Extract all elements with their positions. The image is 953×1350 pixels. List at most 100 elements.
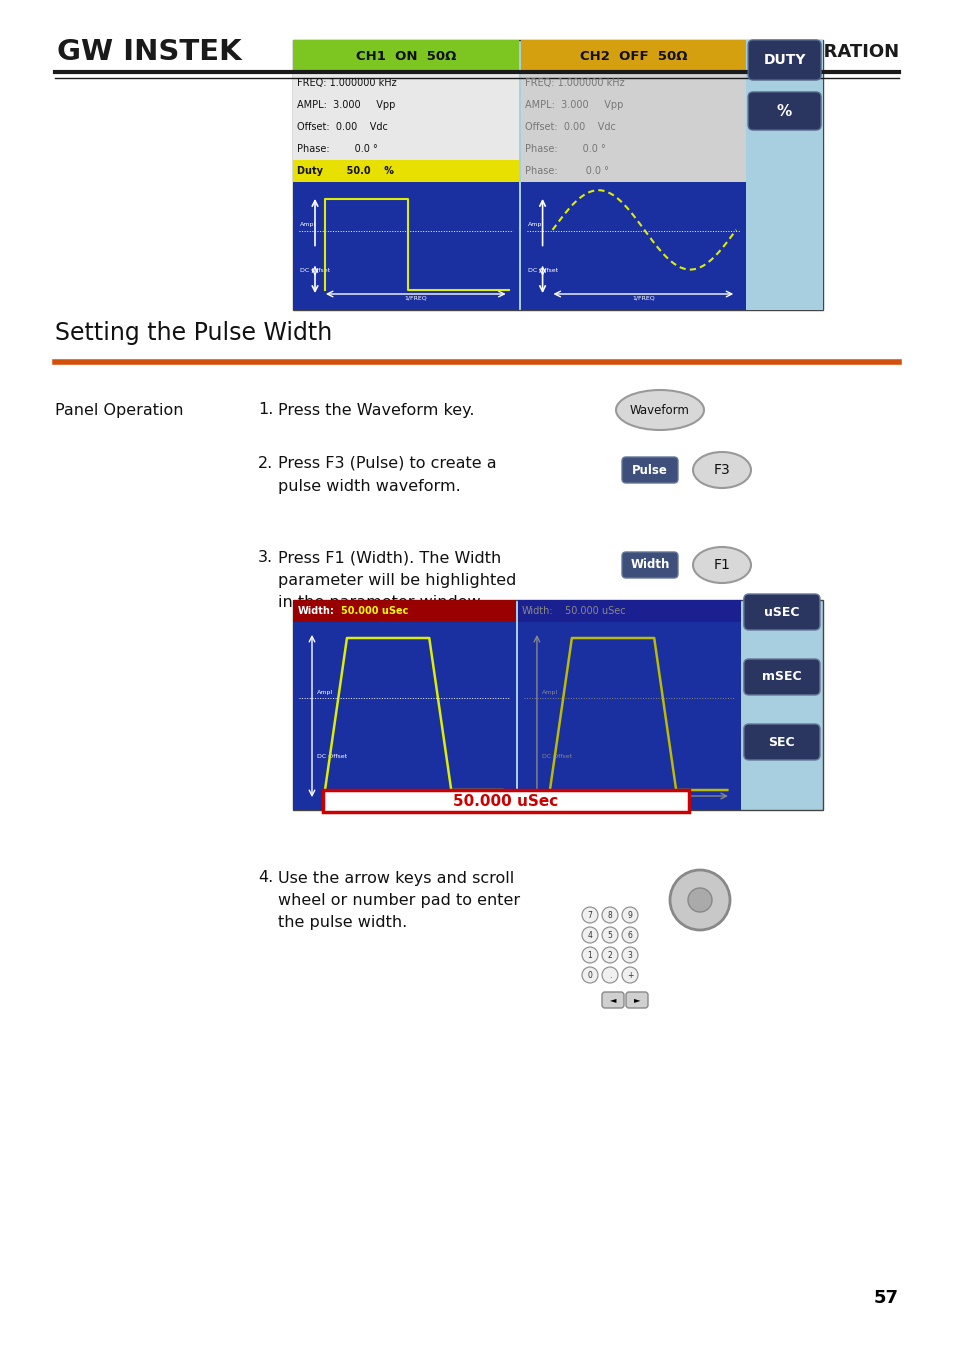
- Text: FREQ: 1.000000 kHz: FREQ: 1.000000 kHz: [524, 78, 623, 88]
- Text: 9: 9: [627, 910, 632, 919]
- Text: ◄: ◄: [609, 995, 616, 1004]
- FancyBboxPatch shape: [601, 992, 623, 1008]
- Circle shape: [687, 888, 711, 913]
- Text: OPERATION: OPERATION: [782, 43, 898, 61]
- FancyBboxPatch shape: [743, 724, 820, 760]
- Text: FREQ: 1.000000 kHz: FREQ: 1.000000 kHz: [296, 78, 396, 88]
- Text: DC Offset: DC Offset: [299, 269, 330, 273]
- Text: 4.: 4.: [257, 871, 273, 886]
- FancyBboxPatch shape: [520, 72, 745, 94]
- Circle shape: [601, 927, 618, 944]
- Text: .: .: [608, 971, 611, 980]
- Text: uSEC: uSEC: [763, 606, 799, 618]
- Circle shape: [621, 927, 638, 944]
- FancyBboxPatch shape: [293, 95, 518, 116]
- Text: 1/FREQ: 1/FREQ: [627, 798, 650, 803]
- Text: DUTY: DUTY: [762, 53, 805, 68]
- FancyBboxPatch shape: [520, 138, 745, 161]
- Text: Duty       50.0    %: Duty 50.0 %: [296, 166, 394, 176]
- Text: 57: 57: [873, 1289, 898, 1307]
- Circle shape: [621, 967, 638, 983]
- FancyBboxPatch shape: [745, 40, 822, 310]
- Text: 1.: 1.: [257, 402, 274, 417]
- Text: DC Offset: DC Offset: [541, 755, 572, 759]
- FancyBboxPatch shape: [517, 599, 740, 622]
- Text: Use the arrow keys and scroll: Use the arrow keys and scroll: [277, 871, 514, 886]
- Text: 6: 6: [627, 930, 632, 940]
- Text: AMPL:  3.000     Vpp: AMPL: 3.000 Vpp: [524, 100, 622, 109]
- FancyBboxPatch shape: [293, 599, 516, 622]
- FancyBboxPatch shape: [743, 659, 820, 695]
- Text: CH2  OFF  50Ω: CH2 OFF 50Ω: [579, 50, 686, 62]
- Text: Press F1 (Width). The Width: Press F1 (Width). The Width: [277, 551, 500, 566]
- FancyBboxPatch shape: [520, 95, 745, 116]
- Text: 7: 7: [587, 910, 592, 919]
- Text: 1/FREQ: 1/FREQ: [403, 798, 425, 803]
- Text: 3: 3: [627, 950, 632, 960]
- Circle shape: [621, 907, 638, 923]
- Text: 4: 4: [587, 930, 592, 940]
- Circle shape: [581, 946, 598, 963]
- Text: 1: 1: [587, 950, 592, 960]
- FancyBboxPatch shape: [293, 622, 516, 810]
- FancyBboxPatch shape: [747, 92, 821, 130]
- FancyBboxPatch shape: [293, 161, 518, 182]
- Circle shape: [601, 967, 618, 983]
- Text: SEC: SEC: [768, 736, 795, 748]
- Text: 3.: 3.: [257, 551, 273, 566]
- FancyBboxPatch shape: [520, 116, 745, 138]
- Text: CH1  ON  50Ω: CH1 ON 50Ω: [355, 50, 456, 62]
- Ellipse shape: [616, 390, 703, 431]
- Text: 50.000 uSec: 50.000 uSec: [564, 606, 625, 616]
- Text: Ampl: Ampl: [316, 690, 333, 695]
- FancyBboxPatch shape: [621, 458, 678, 483]
- Text: Width:: Width:: [297, 606, 335, 616]
- Text: Ampl: Ampl: [527, 223, 543, 227]
- Text: AMPL:  3.000     Vpp: AMPL: 3.000 Vpp: [296, 100, 395, 109]
- Text: Press the Waveform key.: Press the Waveform key.: [277, 402, 474, 417]
- FancyBboxPatch shape: [747, 40, 821, 80]
- Text: 1/FREQ: 1/FREQ: [404, 296, 427, 301]
- Text: DC Offset: DC Offset: [316, 755, 347, 759]
- Text: 1/FREQ: 1/FREQ: [631, 296, 654, 301]
- Text: 5: 5: [607, 930, 612, 940]
- FancyBboxPatch shape: [743, 594, 820, 630]
- FancyBboxPatch shape: [293, 72, 518, 94]
- Text: pulse width waveform.: pulse width waveform.: [277, 479, 460, 494]
- Circle shape: [601, 946, 618, 963]
- Text: 0: 0: [587, 971, 592, 980]
- FancyBboxPatch shape: [293, 116, 518, 138]
- Text: Waveform: Waveform: [629, 404, 689, 417]
- Text: wheel or number pad to enter: wheel or number pad to enter: [277, 892, 519, 907]
- Text: DC Offset: DC Offset: [527, 269, 558, 273]
- Circle shape: [581, 967, 598, 983]
- Text: 2.: 2.: [257, 455, 273, 471]
- Ellipse shape: [692, 452, 750, 487]
- Text: F3: F3: [713, 463, 730, 477]
- FancyBboxPatch shape: [293, 599, 822, 810]
- Text: Ampl: Ampl: [299, 223, 315, 227]
- FancyBboxPatch shape: [323, 790, 688, 811]
- Text: 50.000 uSec: 50.000 uSec: [340, 606, 408, 616]
- Text: 8: 8: [607, 910, 612, 919]
- FancyBboxPatch shape: [293, 40, 822, 310]
- FancyBboxPatch shape: [520, 182, 745, 310]
- Text: Panel Operation: Panel Operation: [55, 402, 183, 417]
- Text: F1: F1: [713, 558, 730, 572]
- Text: Ampl: Ampl: [541, 690, 558, 695]
- Text: Pulse: Pulse: [632, 463, 667, 477]
- FancyBboxPatch shape: [293, 138, 518, 161]
- FancyBboxPatch shape: [625, 992, 647, 1008]
- Text: Width:: Width:: [521, 606, 553, 616]
- FancyBboxPatch shape: [520, 40, 745, 72]
- Text: parameter will be highlighted: parameter will be highlighted: [277, 572, 516, 587]
- Text: Offset:  0.00    Vdc: Offset: 0.00 Vdc: [296, 122, 388, 132]
- FancyBboxPatch shape: [621, 552, 678, 578]
- Text: Setting the Pulse Width: Setting the Pulse Width: [55, 321, 332, 346]
- Text: 50.000 uSec: 50.000 uSec: [453, 794, 558, 809]
- Text: Phase:         0.0 °: Phase: 0.0 °: [524, 166, 608, 176]
- Text: ►: ►: [633, 995, 639, 1004]
- Circle shape: [669, 869, 729, 930]
- Text: Offset:  0.00    Vdc: Offset: 0.00 Vdc: [524, 122, 615, 132]
- Text: GW INSTEK: GW INSTEK: [57, 38, 241, 66]
